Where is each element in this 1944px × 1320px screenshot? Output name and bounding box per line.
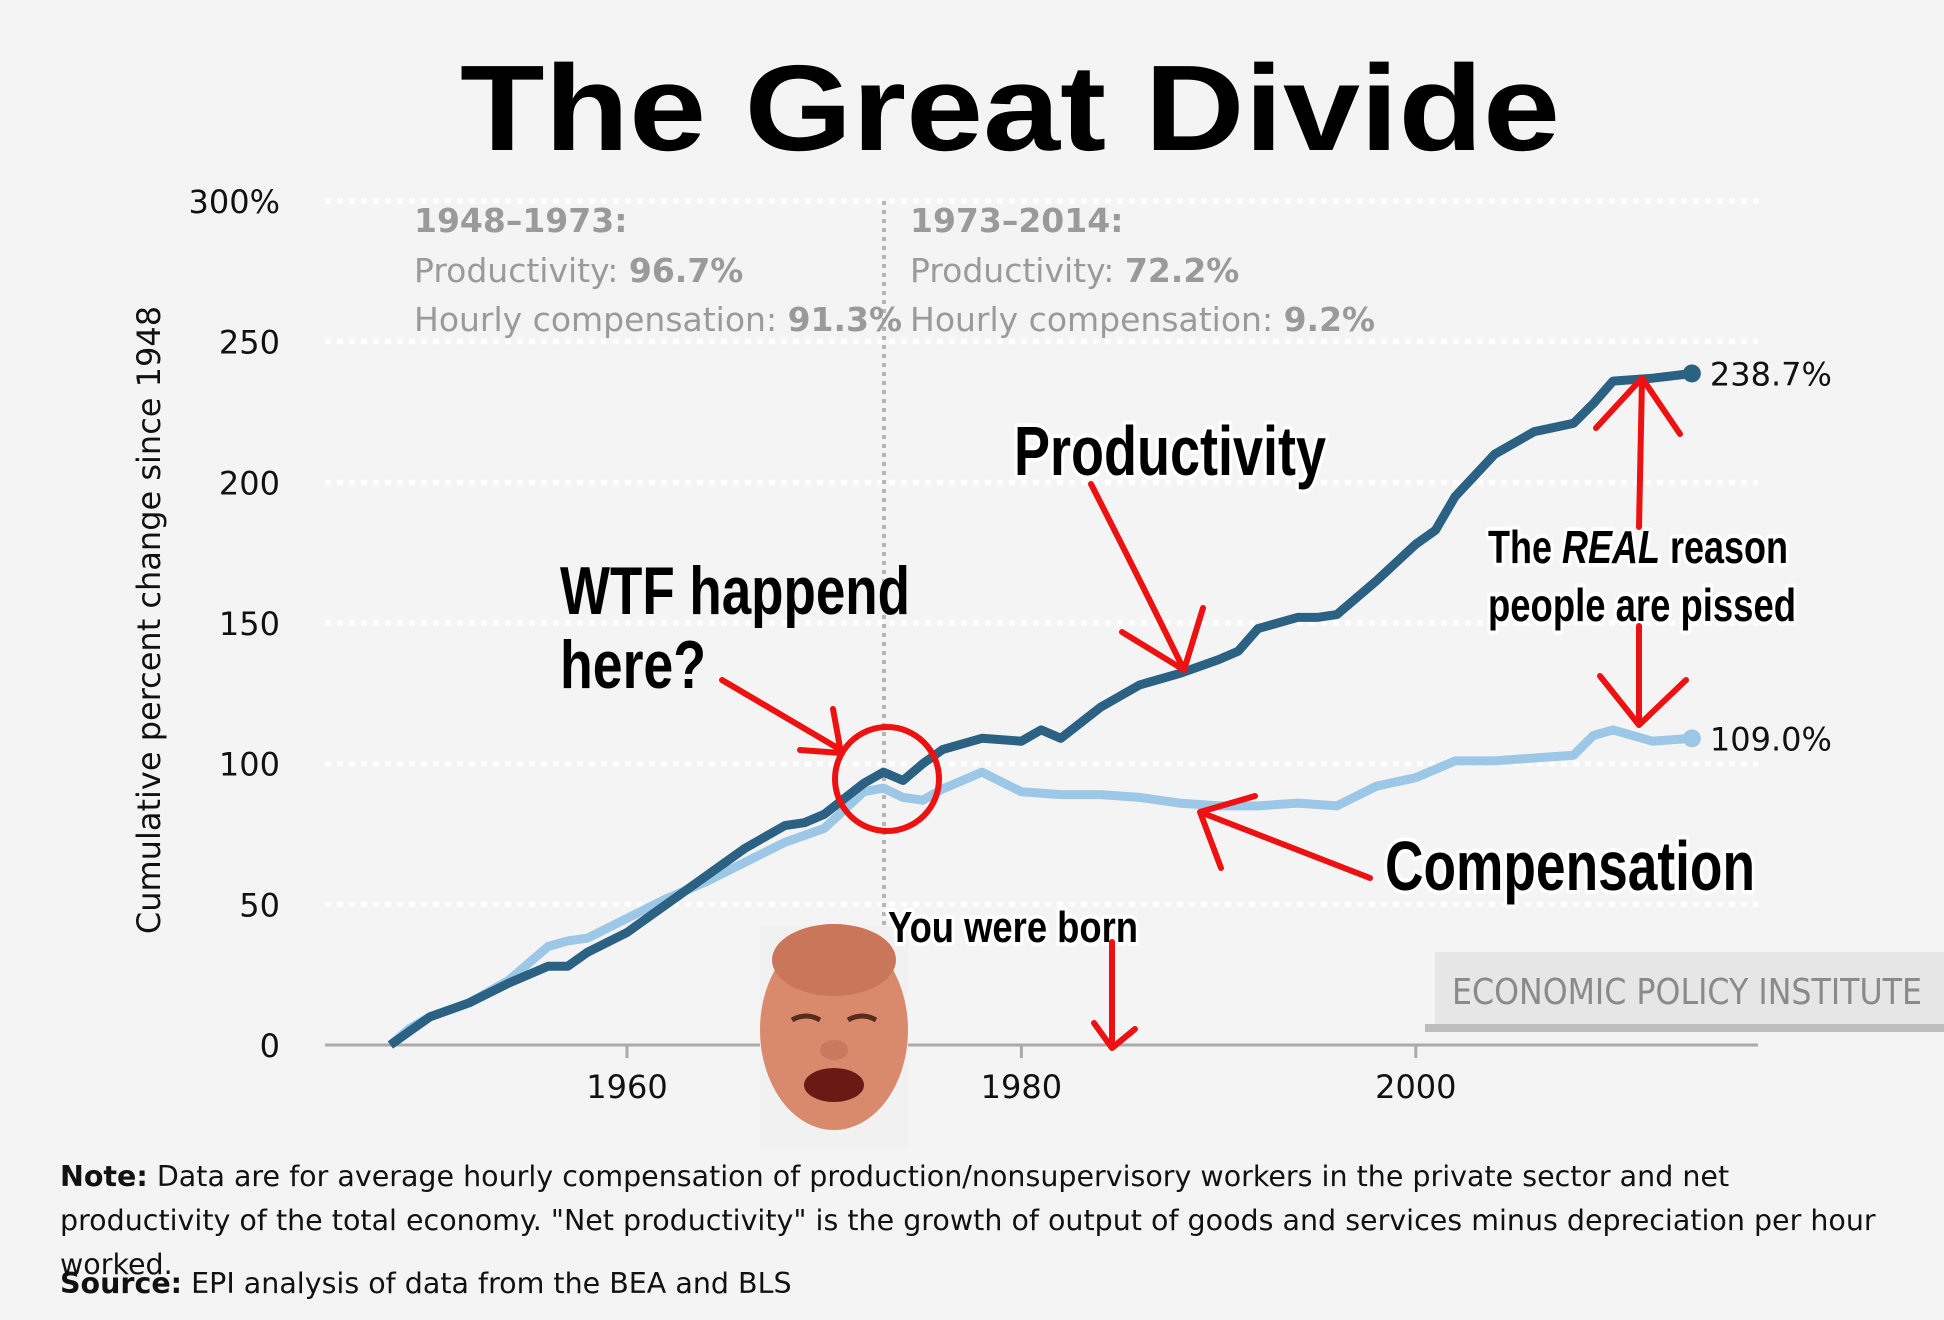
y-tick-label: 300% bbox=[189, 183, 280, 221]
period-1948-1973: 1948–1973: Productivity: 96.7% Hourly co… bbox=[414, 201, 902, 339]
label: Productivity: bbox=[910, 251, 1114, 290]
gap-arrow-down bbox=[1597, 623, 1689, 728]
compensation-arrow bbox=[1197, 793, 1373, 881]
note: Note: Data are for average hourly compen… bbox=[60, 1155, 1900, 1287]
real-post: reason bbox=[1660, 521, 1788, 573]
wtf-annotation-line1: WTF happend bbox=[560, 553, 910, 629]
epi-watermark: ECONOMIC POLICY INSTITUTE bbox=[1425, 952, 1944, 1032]
y-tick-label: 150 bbox=[219, 605, 280, 643]
period1-compensation: Hourly compensation: 91.3% bbox=[414, 300, 902, 339]
y-tick-label: 50 bbox=[239, 886, 280, 924]
series-line-productivity bbox=[387, 369, 1693, 1049]
y-tick-label: 0 bbox=[260, 1027, 280, 1065]
label: Hourly compensation: bbox=[414, 300, 777, 339]
series-end-point bbox=[1682, 364, 1701, 383]
period2-compensation: Hourly compensation: 9.2% bbox=[910, 300, 1375, 339]
real-pre: The bbox=[1488, 521, 1562, 573]
source-label: Source: bbox=[60, 1267, 183, 1300]
period2-heading: 1973–2014: bbox=[910, 201, 1123, 240]
value: 72.2% bbox=[1125, 251, 1240, 290]
chart-title: The Great Divide bbox=[460, 40, 1560, 176]
x-tick-label: 2000 bbox=[1375, 1068, 1456, 1106]
real-emphasis: REAL bbox=[1562, 521, 1660, 573]
red-markup bbox=[719, 375, 1689, 1051]
series-end-point bbox=[1682, 729, 1701, 748]
compensation-annotation: Compensation bbox=[1385, 827, 1755, 905]
series-line-hourly-compensation bbox=[387, 725, 1693, 1049]
watermark-text: ECONOMIC POLICY INSTITUTE bbox=[1452, 972, 1922, 1013]
wtf-arrow bbox=[719, 677, 844, 756]
y-tick-label: 200 bbox=[219, 464, 280, 502]
you-were-born-annotation: You were born bbox=[888, 903, 1138, 952]
label: Productivity: bbox=[414, 251, 618, 290]
y-tick-label: 250 bbox=[219, 324, 280, 362]
y-axis-label: Cumulative percent change since 1948 bbox=[130, 306, 168, 934]
gap-arrow-up bbox=[1593, 375, 1683, 530]
note-label: Note: bbox=[60, 1160, 148, 1193]
real-reason-line2: people are pissed bbox=[1488, 579, 1796, 631]
source: Source: EPI analysis of data from the BE… bbox=[60, 1262, 792, 1306]
y-axis-ticks: 0 50 100 150 200 250 300% bbox=[189, 183, 280, 1065]
period1-heading: 1948–1973: bbox=[414, 201, 627, 240]
real-reason-line1: The REAL reason bbox=[1488, 521, 1788, 573]
wtf-annotation-line2: here? bbox=[560, 627, 706, 703]
productivity-annotation: Productivity bbox=[1014, 412, 1326, 490]
value: 9.2% bbox=[1284, 300, 1376, 339]
label: Hourly compensation: bbox=[910, 300, 1273, 339]
value: 96.7% bbox=[629, 251, 744, 290]
series-lines: 109.0% 238.7% bbox=[387, 355, 1832, 1049]
crying-baby-image bbox=[760, 924, 908, 1148]
y-tick-label: 100 bbox=[219, 746, 280, 784]
value: 91.3% bbox=[788, 300, 903, 339]
period1-productivity: Productivity: 96.7% bbox=[414, 251, 743, 290]
x-axis-ticks: 1960 1980 2000 bbox=[586, 1045, 1457, 1106]
highlight-circle bbox=[832, 724, 942, 834]
born-arrow bbox=[1091, 939, 1138, 1051]
source-text: EPI analysis of data from the BEA and BL… bbox=[182, 1267, 792, 1300]
x-tick-label: 1980 bbox=[981, 1068, 1062, 1106]
x-tick-label: 1960 bbox=[586, 1068, 667, 1106]
series-end-label: 238.7% bbox=[1710, 355, 1832, 393]
note-text: Data are for average hourly compensation… bbox=[60, 1160, 1876, 1281]
period-1973-2014: 1973–2014: Productivity: 72.2% Hourly co… bbox=[910, 201, 1375, 339]
period2-productivity: Productivity: 72.2% bbox=[910, 251, 1239, 290]
series-end-label: 109.0% bbox=[1710, 720, 1832, 758]
productivity-arrow bbox=[1088, 481, 1206, 673]
